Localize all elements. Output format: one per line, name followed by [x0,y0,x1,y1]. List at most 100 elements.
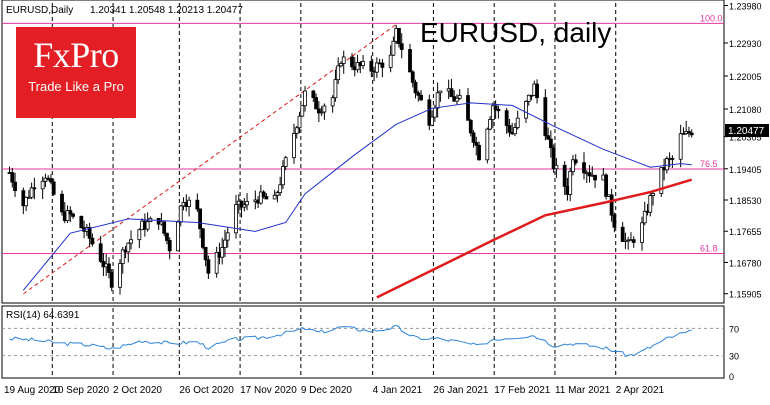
candle-body [29,187,34,198]
candle-body [388,54,393,68]
candle-body [571,159,575,172]
candle-body [278,184,283,194]
candle-body [513,127,517,135]
rsi-tick-label: 30 [729,352,739,362]
logo-name: FxPro [33,35,119,75]
candle-body [488,119,492,130]
candle-body [322,105,327,113]
candle-body [670,157,675,160]
logo-tagline: Trade Like a Pro [28,79,124,94]
symbol-label: EURUSD,Daily [6,5,73,16]
candle-body [681,133,686,136]
candle-body [397,28,401,45]
candle-body [593,174,597,181]
candle-body [129,239,133,244]
candle-body [49,178,53,183]
candle-body [98,243,103,262]
price-tick-label: 1.21080 [729,105,762,115]
candle-body [203,246,208,261]
candle-body [187,199,191,207]
candle-body [126,242,131,253]
rsi-tick-label: 70 [729,324,739,334]
rsi-line [9,324,692,358]
candle-body [32,187,37,190]
candle-body [24,196,28,207]
rsi-panel-frame [1,305,725,379]
candle-body [336,65,341,81]
candle-body [582,162,586,174]
candle-body [543,97,548,137]
fib-level-label: 100.0 [700,13,723,23]
fast-moving-average-line [22,102,692,291]
candle-body [162,221,167,234]
candle-body [206,259,211,274]
candle-body [258,191,263,204]
candle-body [471,132,476,143]
candle-body [477,144,481,161]
candle-body [330,97,335,107]
date-tick-label: 11 Mar 2021 [555,385,611,396]
price-tick-label: 1.23980 [729,1,762,11]
candle-body [612,214,617,228]
candle-body [198,208,202,230]
date-tick-label: 26 Oct 2020 [179,385,234,396]
candle-body [341,56,346,64]
rsi-tick-label: 0 [729,372,734,382]
fxpro-logo: FxPro Trade Like a Pro [16,27,136,118]
candle-body [642,210,647,224]
candle-body [311,90,316,98]
date-tick-label: 10 Sep 2020 [52,385,109,396]
price-tick-label: 1.22005 [729,72,762,82]
candle-body [689,132,694,136]
candle-body [432,107,437,118]
candle-body [87,227,92,239]
candle-body [234,204,238,234]
candle-body [314,97,318,110]
candle-body [664,158,669,171]
candle-body [137,229,142,241]
candle-body [587,172,592,177]
candle-body [609,194,614,216]
fib-level-label: 76.5 [700,159,718,169]
candle-body [427,99,432,126]
candle-body [60,193,64,213]
candle-body [178,205,183,223]
candle-body [156,217,161,225]
candle-body [413,81,418,94]
price-tick-label: 1.18530 [729,196,762,206]
candle-body [120,249,125,264]
candle-body [485,128,490,161]
candle-body [239,200,244,208]
candle-body [648,195,653,213]
rsi-label: RSI(14) 64.6391 [6,310,80,321]
candle-body [515,117,520,128]
slow-moving-average-line [376,178,693,299]
candle-body [107,263,111,273]
candle-body [678,133,683,160]
last-price-label: 1.20477 [728,126,765,137]
candle-body [438,90,443,94]
candle-body [408,49,412,73]
date-tick-label: 26 Jan 2021 [433,385,488,396]
candle-body [65,210,70,221]
moving-averages [22,102,693,299]
candle-body [449,88,454,98]
candlesticks [7,24,694,295]
date-tick-label: 2 Oct 2020 [113,385,162,396]
price-tick-label: 1.19405 [729,165,762,175]
candle-body [435,92,440,109]
candle-body [79,216,84,229]
date-gridlines [51,3,617,376]
candle-body [430,116,434,126]
candle-body [535,83,539,99]
candle-body [551,147,556,170]
candle-body [620,226,625,242]
price-tick-label: 1.17655 [729,227,762,237]
candle-body [350,56,354,68]
candle-body [466,95,470,121]
candle-body [294,127,299,134]
candle-body [546,135,550,140]
candle-body [526,94,531,102]
